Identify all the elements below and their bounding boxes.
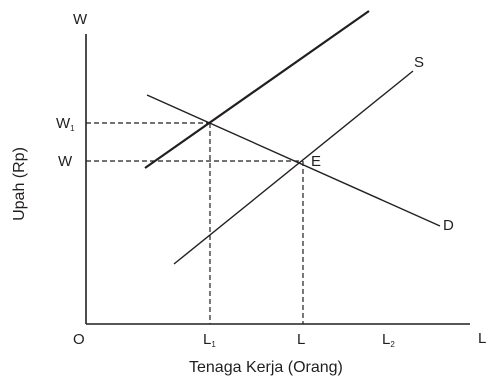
w-label: W (58, 153, 73, 170)
demand-curve-label: D (443, 217, 454, 234)
equilibrium-label: E (311, 153, 321, 170)
demand-curve (146, 94, 441, 227)
l1-label: L1 (203, 331, 216, 349)
l1-label-sub: 1 (211, 340, 216, 349)
l1-label-main: L (203, 331, 211, 348)
x-axis-end-label: L (478, 330, 486, 347)
x-axis-title: Tenaga Kerja (Orang) (189, 359, 343, 376)
l2-label-sub: 2 (390, 340, 395, 349)
origin-label: O (73, 331, 85, 348)
supply-curve-label: S (414, 54, 424, 71)
y-axis-end-label: W (73, 11, 88, 28)
l2-label: L2 (382, 331, 395, 349)
w1-label-sub: 1 (70, 124, 75, 133)
supply-curve-shifted (144, 10, 370, 169)
w1-label-main: W (56, 115, 71, 132)
supply-curve (173, 70, 414, 265)
l-label: L (297, 331, 305, 348)
w1-label: W1 (56, 115, 75, 133)
l2-label-main: L (382, 331, 390, 348)
y-axis-title: Upah (Rp) (11, 147, 28, 221)
